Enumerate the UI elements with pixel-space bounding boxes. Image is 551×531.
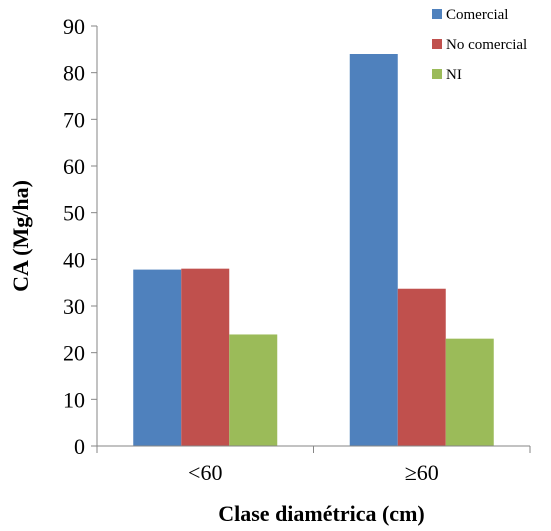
x-ticks: <60 ≥60 bbox=[96, 446, 531, 485]
x-axis-title: Clase diamétrica (cm) bbox=[218, 501, 424, 526]
bar-no-comercial-0 bbox=[181, 268, 230, 446]
y-axis-title: CA (Mg/ha) bbox=[8, 180, 33, 292]
legend-swatch bbox=[432, 9, 442, 19]
x-tick-label: <60 bbox=[188, 460, 222, 485]
bar-comercial-0 bbox=[133, 269, 182, 446]
y-tick-label: 30 bbox=[63, 294, 85, 319]
y-tick-label: 40 bbox=[63, 247, 85, 272]
y-tick-label: 50 bbox=[63, 201, 85, 226]
y-tick-label: 60 bbox=[63, 154, 85, 179]
bars-layer bbox=[133, 54, 494, 446]
legend-swatch bbox=[432, 39, 442, 49]
legend-swatch bbox=[432, 69, 442, 79]
y-tick-label: 80 bbox=[63, 61, 85, 86]
y-tick-label: 90 bbox=[63, 14, 85, 39]
x-tick-label: ≥60 bbox=[405, 460, 439, 485]
legend-label: Comercial bbox=[446, 7, 508, 23]
y-tick-label: 20 bbox=[63, 341, 85, 366]
legend: Comercial No comercial NI bbox=[432, 7, 527, 83]
bar-ni-0 bbox=[229, 334, 278, 446]
bar-ni-1 bbox=[445, 338, 494, 446]
legend-label: No comercial bbox=[446, 37, 527, 53]
y-tick-label: 0 bbox=[74, 434, 85, 459]
y-ticks: 0 10 20 30 40 50 60 70 80 90 bbox=[63, 14, 97, 459]
y-tick-label: 70 bbox=[63, 107, 85, 132]
legend-label: NI bbox=[446, 67, 462, 83]
bar-no-comercial-1 bbox=[397, 288, 446, 446]
y-tick-label: 10 bbox=[63, 387, 85, 412]
bar-comercial-1 bbox=[349, 54, 398, 446]
